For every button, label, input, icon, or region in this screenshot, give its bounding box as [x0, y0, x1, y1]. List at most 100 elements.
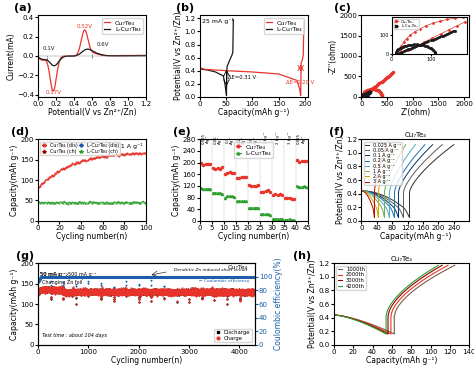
- 1000th: [355, 317, 360, 322]
- Charge: [154, 291, 160, 296]
- 0.2 A g⁻¹: [358, 189, 364, 193]
- Text: 0.5
Ag⁻¹: 0.5 Ag⁻¹: [249, 136, 258, 144]
- Discharge: [252, 292, 257, 297]
- Text: Changing Zn foil: Changing Zn foil: [42, 280, 82, 285]
- Text: 50 mA g⁻¹: 50 mA g⁻¹: [40, 273, 65, 277]
- 0.1 A g⁻¹: [379, 195, 384, 200]
- 1000th: [392, 332, 397, 336]
- 3000th: [387, 307, 393, 311]
- 1000th: [404, 294, 410, 299]
- 3 A g⁻¹: [364, 193, 370, 197]
- 4200th: [356, 319, 361, 323]
- 0.05 A g⁻¹: [401, 215, 406, 220]
- 0.5 A g⁻¹: [397, 165, 402, 170]
- 0.05 A g⁻¹: [358, 189, 364, 193]
- 0.5 A g⁻¹: [374, 195, 380, 200]
- Line: 1 A g⁻¹: 1 A g⁻¹: [361, 145, 406, 218]
- Text: 0.1
Ag⁻¹: 0.1 Ag⁻¹: [225, 136, 234, 144]
- 0.2 A g⁻¹: [420, 144, 426, 149]
- Y-axis label: Coulombic efficiency(%): Coulombic efficiency(%): [273, 258, 283, 351]
- 2 A g⁻¹: [391, 144, 396, 149]
- Line: 2000th: 2000th: [334, 265, 448, 334]
- 4200th: [385, 307, 391, 311]
- 3000th: [352, 317, 358, 322]
- Discharge: [154, 291, 160, 296]
- Text: Cu₇Te₄: Cu₇Te₄: [391, 256, 412, 262]
- 1000th: [447, 266, 453, 270]
- 0.5 A g⁻¹: [371, 193, 376, 197]
- Y-axis label: Capacity(mAh g⁻¹): Capacity(mAh g⁻¹): [10, 268, 19, 340]
- Charge: [66, 288, 72, 292]
- 0.025 A g⁻¹: [358, 189, 364, 193]
- 2000th: [388, 332, 394, 336]
- Coulombic efficiency: [154, 275, 160, 279]
- 3000th: [439, 263, 445, 268]
- Line: 0.1 A g⁻¹: 0.1 A g⁻¹: [361, 145, 433, 218]
- 4200th: [428, 268, 434, 272]
- 0.025 A g⁻¹: [407, 215, 412, 220]
- 3 A g⁻¹: [383, 143, 389, 147]
- Text: 0.52V: 0.52V: [77, 24, 92, 29]
- 0.2 A g⁻¹: [422, 143, 428, 147]
- 0.1 A g⁻¹: [374, 193, 380, 197]
- 3000th: [356, 319, 362, 323]
- 0.2 A g⁻¹: [392, 215, 397, 220]
- X-axis label: Capacity(mAh g⁻¹): Capacity(mAh g⁻¹): [366, 356, 437, 365]
- 4200th: [394, 294, 400, 299]
- Charge: [202, 290, 208, 294]
- Text: 3 Ag⁻¹: 3 Ag⁻¹: [288, 132, 292, 144]
- Y-axis label: Potential(V vs Zn²⁺/Zn): Potential(V vs Zn²⁺/Zn): [336, 136, 345, 224]
- Y-axis label: Potential(V vs Zn²⁺/Zn): Potential(V vs Zn²⁺/Zn): [174, 12, 183, 100]
- Text: 0.1V: 0.1V: [42, 46, 55, 51]
- Line: 0.025 A g⁻¹: 0.025 A g⁻¹: [361, 145, 454, 218]
- 2000th: [391, 307, 396, 311]
- 1000th: [452, 263, 457, 268]
- 0.05 A g⁻¹: [382, 195, 387, 200]
- 4200th: [436, 263, 441, 268]
- Line: Charge: Charge: [37, 285, 255, 305]
- Text: 2 Ag⁻¹: 2 Ag⁻¹: [275, 132, 280, 144]
- 4200th: [431, 266, 437, 270]
- Charge: [35, 288, 41, 293]
- 3 A g⁻¹: [376, 165, 382, 170]
- 2000th: [400, 294, 405, 299]
- 3000th: [435, 266, 441, 270]
- Text: (d): (d): [11, 127, 29, 137]
- Text: 0.025
Ag⁻¹: 0.025 Ag⁻¹: [297, 133, 306, 144]
- Y-axis label: Potential(V vs Zn²⁺/Zn): Potential(V vs Zn²⁺/Zn): [308, 260, 317, 348]
- 2000th: [440, 266, 446, 270]
- 0.05 A g⁻¹: [376, 193, 382, 197]
- 2000th: [358, 319, 364, 323]
- 0.025 A g⁻¹: [412, 179, 418, 184]
- Discharge: [66, 288, 72, 293]
- 0.5 A g⁻¹: [411, 144, 417, 149]
- Y-axis label: Capacity(mAh g⁻¹): Capacity(mAh g⁻¹): [10, 144, 19, 216]
- 0.025 A g⁻¹: [449, 144, 455, 149]
- Charge: [73, 302, 79, 307]
- Coulombic efficiency: [208, 274, 214, 279]
- 0.5 A g⁻¹: [358, 189, 364, 193]
- Text: (h): (h): [293, 251, 311, 261]
- 2 A g⁻¹: [377, 179, 383, 184]
- Coulombic efficiency: [66, 275, 72, 279]
- 2000th: [437, 268, 443, 272]
- Coulombic efficiency: [35, 280, 41, 285]
- 3 A g⁻¹: [372, 215, 377, 220]
- 0.025 A g⁻¹: [433, 157, 438, 161]
- Y-axis label: Current(mA): Current(mA): [6, 32, 15, 80]
- Text: Cu₇Te₄: Cu₇Te₄: [404, 132, 426, 138]
- 1 A g⁻¹: [402, 144, 408, 149]
- Coulombic efficiency: [202, 275, 208, 279]
- Discharge: [59, 284, 64, 289]
- Charge: [252, 293, 257, 298]
- 3000th: [432, 268, 438, 272]
- 0.025 A g⁻¹: [379, 193, 384, 197]
- X-axis label: Z'(ohm): Z'(ohm): [400, 108, 430, 117]
- Legend: Cu₇Te₄, L-Cu₇Te₄: Cu₇Te₄, L-Cu₇Te₄: [234, 143, 273, 158]
- 0.025 A g⁻¹: [451, 143, 456, 147]
- Discharge: [202, 288, 208, 293]
- Text: (c): (c): [335, 3, 351, 13]
- 1000th: [359, 319, 365, 323]
- 0.1 A g⁻¹: [416, 157, 421, 161]
- X-axis label: Capacity(mAh g⁻¹): Capacity(mAh g⁻¹): [218, 108, 289, 117]
